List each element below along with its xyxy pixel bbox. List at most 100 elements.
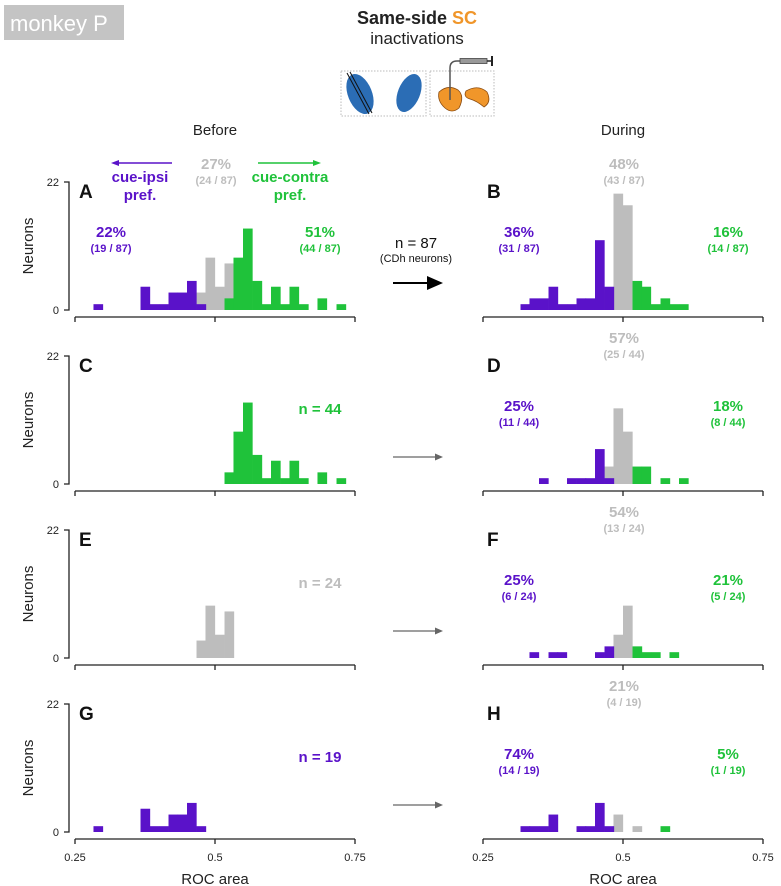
bar-ipsi [576, 298, 587, 310]
bar-ipsi [149, 826, 160, 832]
bar-neutral [215, 286, 225, 310]
bar-ipsi [140, 808, 151, 832]
bar-neutral [224, 611, 235, 658]
arrow-right-icon [313, 160, 321, 166]
bar-contra [224, 298, 235, 310]
bar-ipsi [548, 814, 559, 832]
left-percent: 74% [504, 746, 534, 763]
y-tick-label: 22 [47, 177, 59, 189]
x-tick-label: 0.5 [207, 852, 222, 864]
bar-contra [224, 472, 235, 484]
bar-ipsi [557, 304, 568, 310]
bar-neutral [224, 263, 235, 310]
center-percent: 54% [609, 504, 639, 521]
bar-contra [317, 472, 328, 484]
bar-ipsi [196, 304, 207, 310]
n-label: n = 19 [299, 749, 342, 766]
bar-contra [271, 460, 281, 484]
bar-contra [280, 304, 291, 310]
bar-ipsi [177, 292, 188, 310]
bar-neutral [623, 605, 633, 658]
left-percent: 22% [96, 224, 126, 241]
bar-neutral [613, 408, 624, 484]
bar-neutral [613, 634, 624, 658]
left-percent: 25% [504, 398, 534, 415]
bar-contra [651, 304, 661, 310]
figure-subtitle: inactivations [370, 29, 464, 48]
bar-ipsi [595, 802, 605, 832]
title-part2: SC [452, 8, 477, 28]
bar-ipsi [168, 292, 179, 310]
bar-contra [336, 304, 347, 310]
arrow-right-icon [427, 276, 443, 290]
bar-ipsi [548, 286, 559, 310]
bar-contra [651, 652, 661, 658]
bar-ipsi [529, 298, 540, 310]
right-percent: 21% [713, 572, 743, 589]
left-fraction: (14 / 19) [499, 765, 540, 777]
panel-h: 0.25 0.5 0.75 ROC area H 21% (4 / 19) 74% (14 / … [472, 678, 773, 886]
bar-contra [632, 646, 643, 658]
caudate-left-icon [346, 74, 374, 114]
x-axis-label: ROC area [589, 871, 657, 886]
bar-ipsi [604, 826, 615, 832]
legend-ipsi-line2: pref. [124, 187, 157, 204]
bar-contra [233, 257, 244, 310]
bar-ipsi [520, 826, 531, 832]
y-tick-label: 0 [53, 653, 59, 665]
bar-contra [660, 298, 671, 310]
y-tick-label: 22 [47, 351, 59, 363]
panel-d: D 57% (25 / 44) 25% (11 / 44) 18% (8 / 44) [482, 330, 764, 496]
panel-g: 0.25 0.5 0.75 ROC area 22 0 Neurons Gn = 19 [20, 699, 366, 886]
left-fraction: (6 / 24) [502, 591, 537, 603]
monkey-badge: monkey P [4, 5, 124, 40]
bar-ipsi [576, 478, 587, 484]
y-tick-label: 22 [47, 699, 59, 711]
bar-ipsi [187, 802, 197, 832]
bar-contra [271, 286, 281, 310]
legend-contra-line1: cue-contra [252, 169, 329, 186]
bar-contra [679, 478, 689, 484]
panel-letter: A [79, 182, 93, 203]
left-percent: 36% [504, 224, 534, 241]
panel-letter: D [487, 356, 501, 377]
bar-contra [252, 280, 263, 310]
left-fraction: (19 / 87) [91, 243, 132, 255]
caudate-right-icon [396, 74, 422, 112]
panel-letter: G [79, 704, 94, 725]
y-tick-label: 0 [53, 305, 59, 317]
inactivation-illustration [340, 56, 495, 117]
sc-right-icon [464, 87, 490, 108]
bar-ipsi [529, 652, 540, 658]
title-part1: Same-side [357, 8, 447, 28]
y-tick-label: 22 [47, 525, 59, 537]
center-fraction: (43 / 87) [604, 175, 645, 187]
bar-ipsi [595, 449, 605, 484]
bar-contra [261, 304, 272, 310]
center-percent: 21% [609, 678, 639, 695]
bar-contra [336, 478, 347, 484]
x-tick-label: 0.75 [344, 852, 365, 864]
bar-ipsi [539, 826, 549, 832]
bar-ipsi [567, 478, 577, 484]
bar-neutral [196, 292, 207, 310]
y-axis-label: Neurons [20, 218, 37, 275]
bar-contra [289, 460, 300, 484]
bar-contra [679, 304, 689, 310]
electrode-icon [346, 72, 370, 115]
bar-ipsi [168, 814, 179, 832]
population-subtitle: (CDh neurons) [380, 253, 452, 265]
right-fraction: (8 / 44) [711, 417, 746, 429]
y-tick-label: 0 [53, 479, 59, 491]
arrow-right-icon [435, 801, 443, 809]
panel-letter: C [79, 356, 93, 377]
bar-contra [641, 466, 652, 484]
bar-contra [641, 286, 652, 310]
left-percent: 25% [504, 572, 534, 589]
panel-letter: H [487, 704, 501, 725]
figure-title: Same-side SC [357, 8, 477, 28]
bar-ipsi [149, 304, 160, 310]
bar-ipsi [604, 478, 615, 484]
center-fraction: (13 / 24) [604, 523, 645, 535]
bar-ipsi [93, 826, 104, 832]
